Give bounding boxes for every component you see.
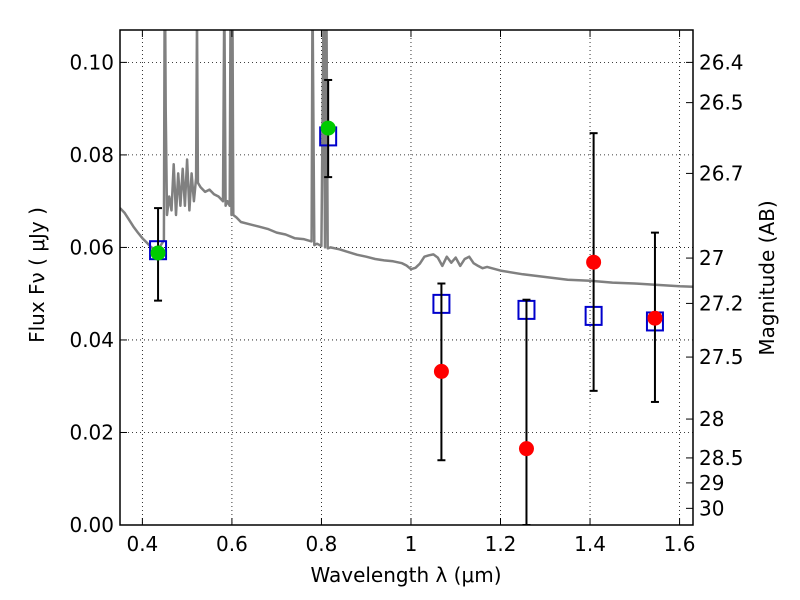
model-spectrum-line — [120, 30, 693, 289]
y2-tick-label: 26.5 — [699, 91, 744, 115]
y2-tick-label: 27 — [699, 246, 724, 270]
y2-tick-label: 26.7 — [699, 161, 744, 185]
x-axis-label: Wavelength λ (μm) — [310, 563, 501, 587]
y2-tick-label: 28 — [699, 407, 724, 431]
y-tick-label: 0.04 — [69, 328, 114, 352]
observed-flux-point — [518, 441, 534, 457]
y2-tick-label: 29 — [699, 471, 724, 495]
observed-flux-point — [647, 310, 663, 326]
observed-flux-point — [320, 120, 336, 136]
y-tick-label: 0.10 — [69, 50, 114, 74]
y2-tick-label: 27.2 — [699, 291, 744, 315]
y-tick-label: 0.02 — [69, 420, 114, 444]
y-tick-label: 0.06 — [69, 235, 114, 259]
observed-flux-point — [150, 245, 166, 261]
x-tick-label: 0.4 — [126, 532, 158, 556]
x-tick-label: 1 — [405, 532, 418, 556]
grid-lines — [120, 30, 693, 526]
y-tick-label: 0.08 — [69, 143, 114, 167]
axis-ticks: 0.4 0.6 0.8 1 1.2 1.4 1.6 0.00 0.02 0.04 0.06 0.08 0… — [69, 30, 744, 556]
y2-tick-label: 27.5 — [699, 345, 744, 369]
observed-flux-point — [433, 363, 449, 379]
x-tick-label: 0.6 — [216, 532, 248, 556]
x-tick-label: 1.6 — [664, 532, 696, 556]
x-tick-label: 0.8 — [306, 532, 338, 556]
y2-tick-label: 30 — [699, 496, 724, 520]
y2-axis-label: Magnitude (AB) — [755, 200, 779, 355]
plot-frame — [119, 29, 694, 526]
y-tick-label: 0.00 — [69, 513, 114, 537]
observed-flux-point — [586, 254, 602, 270]
x-tick-label: 1.4 — [574, 532, 606, 556]
y2-tick-label: 26.4 — [699, 50, 744, 74]
x-tick-label: 1.2 — [485, 532, 517, 556]
plot-data — [120, 30, 693, 525]
y2-tick-label: 28.5 — [699, 446, 744, 470]
y-axis-label: Flux Fν ( μJy ) — [25, 207, 49, 343]
